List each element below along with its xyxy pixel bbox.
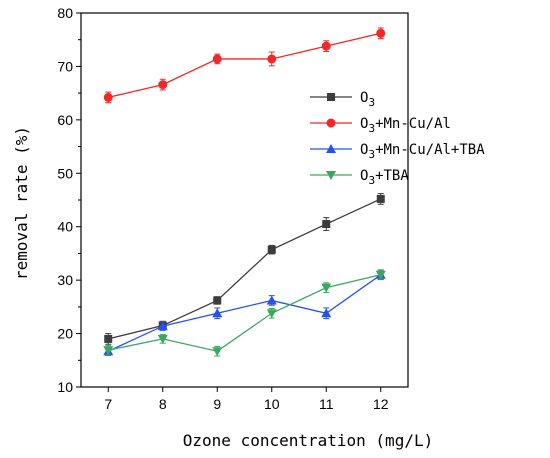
data-point [376, 28, 386, 38]
data-point [266, 295, 277, 305]
x-tick-label: 9 [213, 396, 221, 412]
legend: O3 O3+Mn-Cu/Al O3+Mn-Cu/Al+TBA O3+TBA [310, 90, 485, 187]
series-layer [103, 27, 386, 357]
data-point [322, 220, 331, 229]
data-point [375, 270, 386, 280]
data-point [267, 54, 277, 64]
data-point [267, 245, 276, 254]
y-axis-title: removal rate (%) [12, 126, 31, 280]
data-point [212, 54, 222, 64]
series-O3 [104, 193, 385, 345]
y-tick-label: 80 [57, 5, 73, 21]
legend-item: O3+Mn-Cu/Al [310, 116, 451, 135]
data-point [212, 347, 223, 357]
series-O3+TBA [103, 270, 386, 357]
y-tick-label: 50 [57, 165, 73, 181]
data-point [103, 346, 114, 356]
data-point [157, 334, 168, 344]
x-tick-label: 11 [319, 396, 334, 412]
data-point [266, 309, 277, 319]
series-line [108, 274, 381, 352]
y-tick-label: 10 [57, 379, 73, 395]
legend-marker [326, 118, 336, 128]
data-point [321, 41, 331, 51]
data-point [213, 296, 222, 305]
data-point [103, 92, 113, 102]
legend-marker [326, 144, 336, 153]
series-O3+Mn-Cu/Al [103, 27, 386, 104]
series-line [107, 274, 382, 352]
y-tick-label: 20 [57, 326, 73, 342]
plot-frame [80, 12, 409, 388]
y-tick-label: 60 [57, 112, 73, 128]
data-point [157, 321, 168, 331]
legend-item: O3 [310, 90, 375, 109]
legend-label: O3 [360, 90, 375, 109]
x-axis-title: Ozone concentration (mg/L) [183, 431, 433, 450]
data-point [321, 308, 332, 318]
series-O3+Mn-Cu/Al+TBA [103, 269, 386, 356]
x-tick-label: 8 [159, 396, 167, 412]
legend-label: O3+TBA [360, 168, 409, 187]
y-tick-label: 70 [57, 58, 73, 74]
data-point [104, 334, 113, 343]
series-line [108, 198, 382, 340]
x-tick-label: 12 [373, 396, 389, 412]
y-tick-label: 30 [57, 272, 73, 288]
legend-label: O3+Mn-Cu/Al [360, 116, 451, 135]
x-tick-label: 7 [104, 396, 112, 412]
series-line [108, 32, 381, 99]
data-point [376, 194, 385, 203]
legend-marker [327, 93, 335, 101]
legend-label: O3+Mn-Cu/Al+TBA [360, 142, 485, 161]
plot-axes: 10 20 30 40 50 60 70 80 7 8 9 10 11 12 [57, 5, 409, 412]
data-point [158, 80, 168, 90]
legend-item: O3+TBA [310, 168, 409, 187]
y-tick-label: 40 [57, 219, 73, 235]
legend-item: O3+Mn-Cu/Al+TBA [310, 142, 485, 161]
legend-marker [326, 171, 336, 180]
x-tick-label: 10 [264, 396, 280, 412]
data-point [321, 283, 332, 293]
data-point [212, 308, 223, 318]
